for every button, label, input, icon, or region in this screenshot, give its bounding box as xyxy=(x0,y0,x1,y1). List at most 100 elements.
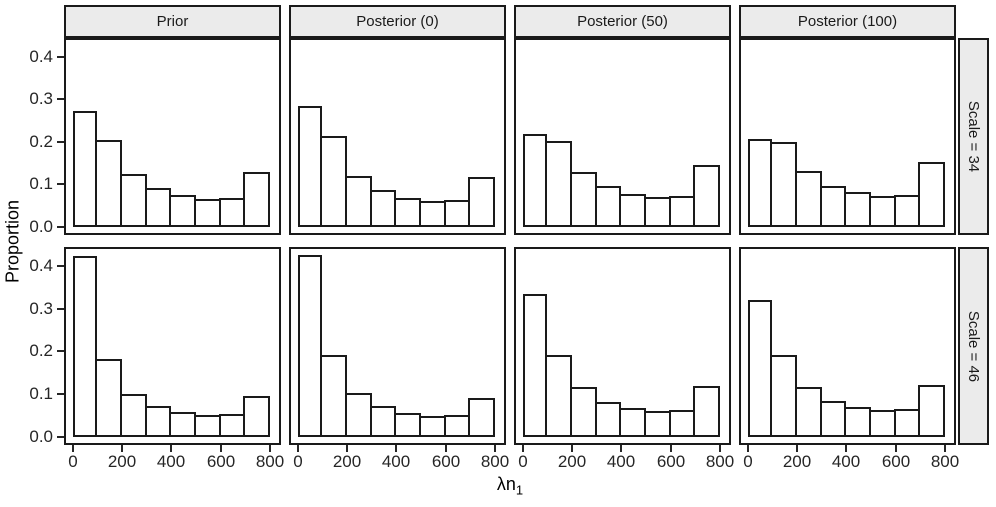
facet-column-strip-label: Posterior (50) xyxy=(577,13,668,30)
y-tick-label: 0.2 xyxy=(29,132,53,151)
facet-column-strip: Posterior (100) xyxy=(739,5,956,38)
x-axis-title-main: λn xyxy=(496,474,516,494)
histogram-bar xyxy=(748,300,772,437)
x-tick-label: 0 xyxy=(743,452,753,471)
facet-column-strip-label: Posterior (100) xyxy=(797,13,898,30)
y-tick-mark xyxy=(57,308,64,310)
x-tick-label: 800 xyxy=(930,452,960,471)
x-tick-label: 0 xyxy=(293,452,303,471)
facet-column-strip-label: Prior xyxy=(156,13,189,30)
x-tick-label: 800 xyxy=(255,452,285,471)
y-tick-mark xyxy=(57,393,64,395)
facet-column-strip: Posterior (50) xyxy=(514,5,731,38)
facet-row-strip-label: Scale = 46 xyxy=(965,310,982,382)
histogram-bar xyxy=(194,415,221,437)
histogram-bar xyxy=(770,142,797,227)
x-tick-mark xyxy=(895,445,897,452)
histogram-bar xyxy=(669,410,695,437)
x-tick-label: 600 xyxy=(431,452,461,471)
histogram-bar xyxy=(748,139,772,227)
x-tick-mark xyxy=(121,445,123,452)
x-tick-mark xyxy=(346,445,348,452)
x-tick-mark xyxy=(620,445,622,452)
histogram-bar xyxy=(820,186,846,227)
panel xyxy=(64,38,281,235)
histogram-bar xyxy=(370,190,396,227)
histogram-bar xyxy=(219,198,245,227)
histogram-bar xyxy=(523,294,547,437)
y-tick-label: 0.2 xyxy=(29,341,53,360)
histogram-bar xyxy=(219,414,245,437)
y-tick-mark xyxy=(57,265,64,267)
histogram-bar xyxy=(820,401,846,437)
y-tick-mark xyxy=(57,56,64,58)
histogram-bar xyxy=(73,111,97,227)
x-tick-mark xyxy=(719,445,721,452)
x-tick-mark xyxy=(522,445,524,452)
histogram-bar xyxy=(468,177,495,227)
histogram-bar xyxy=(644,197,671,227)
y-tick-label: 0.1 xyxy=(29,174,53,193)
histogram-bar xyxy=(795,171,822,227)
histogram-bar xyxy=(894,195,920,227)
x-tick-mark xyxy=(944,445,946,452)
y-tick-mark xyxy=(57,183,64,185)
x-tick-mark xyxy=(796,445,798,452)
histogram-bar xyxy=(570,172,597,227)
x-tick-mark xyxy=(747,445,749,452)
x-tick-label: 0 xyxy=(518,452,528,471)
histogram-bar xyxy=(619,408,646,437)
x-tick-mark xyxy=(395,445,397,452)
y-tick-label: 0.4 xyxy=(29,47,53,66)
facet-row-strip: Scale = 34 xyxy=(958,38,989,235)
histogram-bar xyxy=(444,200,470,227)
panel xyxy=(739,38,956,235)
histogram-bar xyxy=(95,140,122,227)
x-tick-mark xyxy=(494,445,496,452)
facet-column-strip: Prior xyxy=(64,5,281,38)
x-tick-label: 200 xyxy=(107,452,137,471)
x-tick-label: 600 xyxy=(206,452,236,471)
histogram-bar xyxy=(169,195,196,227)
histogram-bar xyxy=(770,355,797,437)
histogram-bar xyxy=(619,194,646,227)
x-tick-label: 200 xyxy=(557,452,587,471)
histogram-bar xyxy=(120,174,147,227)
histogram-bar xyxy=(145,406,171,437)
histogram-bar xyxy=(869,196,896,227)
histogram-bar xyxy=(298,255,322,437)
x-tick-label: 200 xyxy=(782,452,812,471)
histogram-bar xyxy=(693,165,720,227)
histogram-bar xyxy=(73,256,97,437)
x-axis-title-subscript: 1 xyxy=(515,482,524,498)
x-tick-label: 800 xyxy=(705,452,735,471)
histogram-bar xyxy=(595,402,621,437)
histogram-bar xyxy=(345,393,372,437)
x-tick-label: 0 xyxy=(68,452,78,471)
x-tick-mark xyxy=(571,445,573,452)
y-tick-label: 0.4 xyxy=(29,256,53,275)
x-tick-mark xyxy=(72,445,74,452)
facet-column-strip: Posterior (0) xyxy=(289,5,506,38)
histogram-bar xyxy=(570,387,597,437)
y-axis-title: Proportion xyxy=(2,199,23,284)
histogram-bar xyxy=(394,198,421,227)
histogram-bar xyxy=(545,355,572,437)
histogram-bar xyxy=(194,199,221,227)
histogram-bar xyxy=(243,396,270,437)
histogram-bar xyxy=(419,416,446,437)
histogram-bar xyxy=(345,176,372,227)
facet-column-strip-label: Posterior (0) xyxy=(356,13,439,30)
panel xyxy=(289,38,506,235)
histogram-bar xyxy=(545,141,572,227)
histogram-bar xyxy=(394,413,421,437)
y-tick-mark xyxy=(57,350,64,352)
y-tick-mark xyxy=(57,141,64,143)
x-tick-label: 400 xyxy=(606,452,636,471)
x-tick-mark xyxy=(170,445,172,452)
x-tick-label: 400 xyxy=(831,452,861,471)
histogram-bar xyxy=(468,398,495,437)
x-tick-label: 200 xyxy=(332,452,362,471)
panel xyxy=(739,247,956,445)
